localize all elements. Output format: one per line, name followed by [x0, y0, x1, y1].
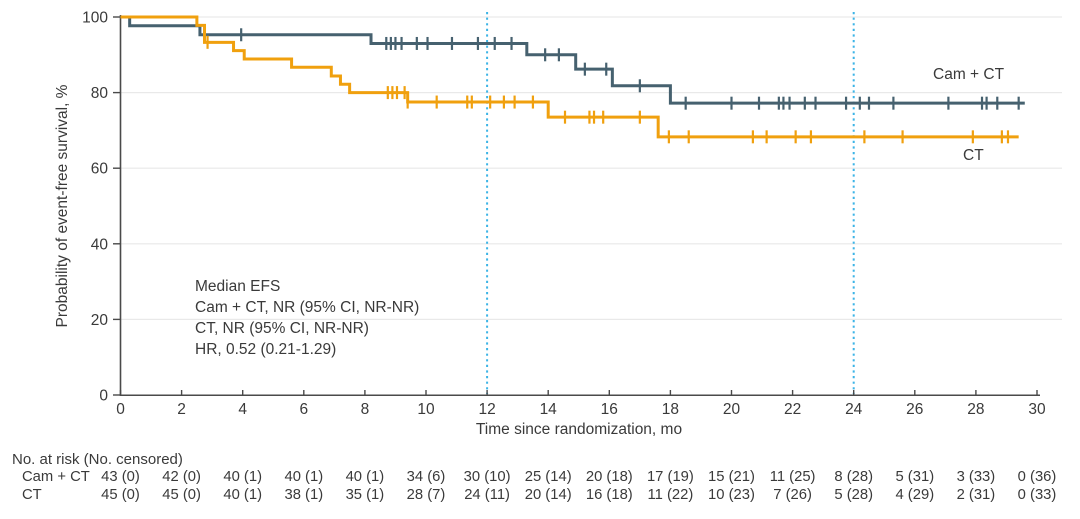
risk-value: 16 (18)	[585, 487, 633, 503]
risk-value: 24 (11)	[464, 487, 510, 503]
y-tick-label: 40	[91, 236, 109, 253]
x-tick-label: 26	[906, 401, 923, 418]
risk-value: 5 (28)	[834, 487, 874, 503]
survival-curve-cam-ct	[120, 15, 1025, 105]
risk-value: 15 (21)	[708, 469, 755, 485]
risk-value: 5 (31)	[895, 469, 935, 485]
risk-value: 38 (1)	[284, 487, 324, 503]
x-tick-label: 30	[1028, 401, 1046, 418]
x-tick-label: 18	[662, 401, 679, 418]
risk-row-label: Cam + CT	[22, 469, 90, 485]
risk-row-label: CT	[22, 487, 42, 503]
survival-curve-ct	[120, 15, 1019, 139]
x-tick-label: 10	[417, 401, 435, 418]
series-label-cam-ct: Cam + CT	[933, 66, 1005, 83]
risk-value: 35 (1)	[345, 487, 385, 503]
risk-value: 34 (6)	[406, 469, 446, 485]
x-tick-label: 12	[478, 401, 495, 418]
x-tick-label: 16	[601, 401, 618, 418]
risk-row-cam-ct: Cam + CT 43 (0) 42 (0) 40 (1) 40 (1) 40 (1) 3…	[0, 469, 1080, 487]
annotation-line-hr: HR, 0.52 (0.21-1.29)	[195, 341, 337, 358]
y-tick-label: 100	[82, 10, 108, 27]
risk-row-ct: CT 45 (0) 45 (0) 40 (1) 38 (1) 35 (1) 28 (7) 2…	[0, 487, 1080, 505]
annotation-line-median: Median EFS	[195, 278, 281, 295]
risk-value: 0 (36)	[1017, 469, 1057, 485]
y-tick-label: 20	[91, 312, 109, 329]
risk-value: 40 (1)	[284, 469, 324, 485]
y-axis-title: Probability of event-free survival, %	[54, 84, 71, 328]
risk-value: 28 (7)	[406, 487, 446, 503]
risk-value: 40 (1)	[345, 469, 385, 485]
x-tick-label: 4	[238, 401, 247, 418]
risk-value: 2 (31)	[956, 487, 996, 503]
x-tick-label: 22	[784, 401, 801, 418]
risk-value: 11 (22)	[647, 487, 694, 503]
x-axis-title: Time since randomization, mo	[475, 421, 683, 438]
risk-value: 45 (0)	[101, 487, 140, 503]
y-tick-label: 0	[99, 388, 108, 405]
risk-value: 7 (26)	[773, 487, 812, 503]
x-tick-label: 24	[845, 401, 863, 418]
risk-value: 0 (33)	[1017, 487, 1057, 503]
median-efs-annotation: Median EFS Cam + CT, NR (95% CI, NR-NR) …	[195, 276, 419, 360]
risk-value: 30 (10)	[463, 469, 511, 485]
risk-value: 3 (33)	[956, 469, 996, 485]
x-tick-label: 0	[116, 401, 125, 418]
x-tick-label: 6	[299, 401, 308, 418]
risk-value: 43 (0)	[101, 469, 140, 485]
risk-table-title: No. at risk (No. censored)	[12, 451, 183, 468]
x-tick-label: 2	[177, 401, 186, 418]
risk-value: 20 (14)	[524, 487, 572, 503]
risk-value: 20 (18)	[585, 469, 633, 485]
risk-value: 8 (28)	[834, 469, 874, 485]
risk-value: 45 (0)	[162, 487, 201, 503]
risk-value: 25 (14)	[524, 469, 572, 485]
x-tick-label: 20	[723, 401, 741, 418]
risk-value: 10 (23)	[708, 487, 755, 503]
risk-value: 40 (1)	[223, 487, 263, 503]
y-tick-label: 60	[91, 161, 109, 178]
x-tick-label: 8	[361, 401, 370, 418]
risk-value: 17 (19)	[646, 469, 694, 485]
x-tick-label: 28	[967, 401, 984, 418]
risk-value: 4 (29)	[895, 487, 935, 503]
y-tick-label: 80	[91, 85, 109, 102]
risk-value: 42 (0)	[162, 469, 201, 485]
annotation-line-cam-ct: Cam + CT, NR (95% CI, NR-NR)	[195, 299, 420, 316]
risk-value: 40 (1)	[223, 469, 263, 485]
series-label-ct: CT	[963, 147, 984, 164]
x-tick-label: 14	[540, 401, 558, 418]
annotation-line-ct: CT, NR (95% CI, NR-NR)	[195, 320, 369, 337]
risk-value: 11 (25)	[769, 469, 816, 485]
